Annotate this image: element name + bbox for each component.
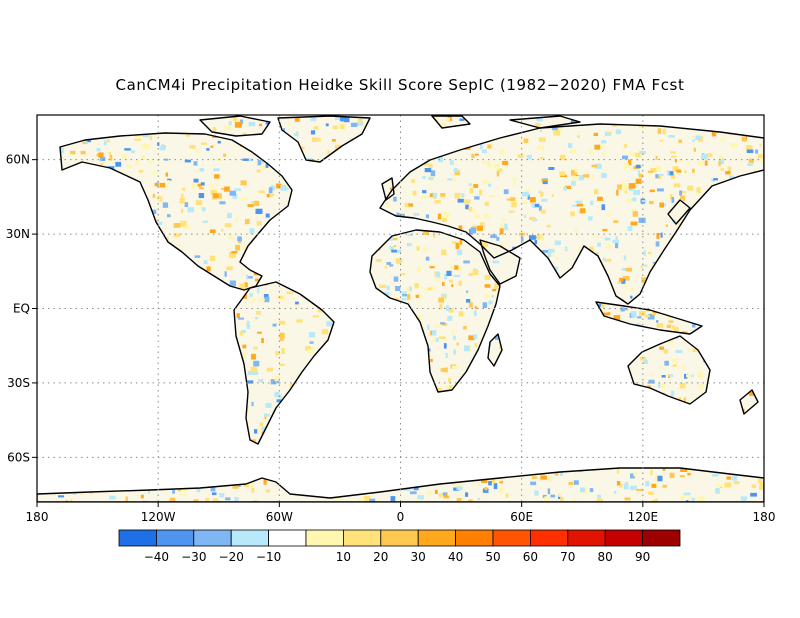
colorbar-swatch: [342, 529, 382, 547]
colorbar-label: 60: [523, 550, 538, 564]
colorbar-label: 20: [373, 550, 388, 564]
colorbar-label: 70: [560, 550, 575, 564]
colorbar-swatch: [380, 529, 419, 547]
colorbar-swatch: [230, 529, 269, 547]
colorbar-label: 10: [336, 550, 351, 564]
lon-tick-label: 60E: [510, 510, 533, 524]
colorbar: −40 −30 −20 −10 10 20 30 40 50 60 70 80 90: [118, 529, 681, 564]
colorbar-label: 90: [635, 550, 650, 564]
colorbar-swatch: [193, 529, 232, 547]
colorbar-label: 30: [411, 550, 426, 564]
lon-tick-label: 180: [26, 510, 49, 524]
colorbar-label: −40: [144, 550, 169, 564]
lat-lon-grid: [37, 115, 764, 502]
lon-tick-label: 120E: [628, 510, 659, 524]
lat-tick-label: 60N: [6, 153, 30, 167]
lon-tick-label: 0: [397, 510, 405, 524]
land-greenland: [278, 116, 370, 162]
land-australia: [628, 336, 710, 404]
colorbar-label: −10: [256, 550, 281, 564]
colorbar-swatch: [567, 529, 606, 547]
colorbar-label: −30: [181, 550, 206, 564]
lon-tick-label: 60W: [266, 510, 293, 524]
latitude-axis: 60N 30N EQ 30S 60S: [6, 153, 37, 464]
lat-tick-label: 60S: [7, 450, 30, 464]
colorbar-swatch: [530, 529, 569, 547]
colorbar-label: −20: [219, 550, 244, 564]
colorbar-label: 40: [448, 550, 463, 564]
land-north-america: [60, 133, 292, 290]
land-arabia: [480, 240, 520, 284]
land-japan: [668, 200, 690, 224]
land-skill-field: [37, 116, 764, 502]
land-antarctica: [37, 468, 764, 502]
colorbar-label: 50: [485, 550, 500, 564]
map-title: CanCM4i Precipitation Heidke Skill Score…: [115, 76, 685, 94]
colorbar-swatch: [492, 529, 531, 547]
colorbar-swatch: [118, 529, 157, 547]
lat-tick-label: EQ: [13, 302, 30, 316]
colorbar-swatch: [604, 529, 644, 547]
colorbar-swatch: [417, 529, 457, 547]
colorbar-swatch: [155, 529, 195, 547]
lat-tick-label: 30S: [7, 376, 30, 390]
land-madagascar: [488, 334, 502, 366]
colorbar-swatch: [642, 529, 681, 547]
colorbar-swatch: [455, 529, 494, 547]
lat-tick-label: 30N: [6, 227, 30, 241]
land-south-america: [234, 282, 334, 444]
land-africa: [370, 230, 500, 392]
colorbar-swatch: [268, 529, 307, 547]
land-new-zealand: [740, 390, 758, 414]
colorbar-label: 80: [598, 550, 613, 564]
colorbar-swatch: [305, 529, 344, 547]
longitude-axis: 180 120W 60W 0 60E 120E 180: [26, 502, 776, 524]
lon-tick-label: 180: [753, 510, 776, 524]
lon-tick-label: 120W: [141, 510, 176, 524]
